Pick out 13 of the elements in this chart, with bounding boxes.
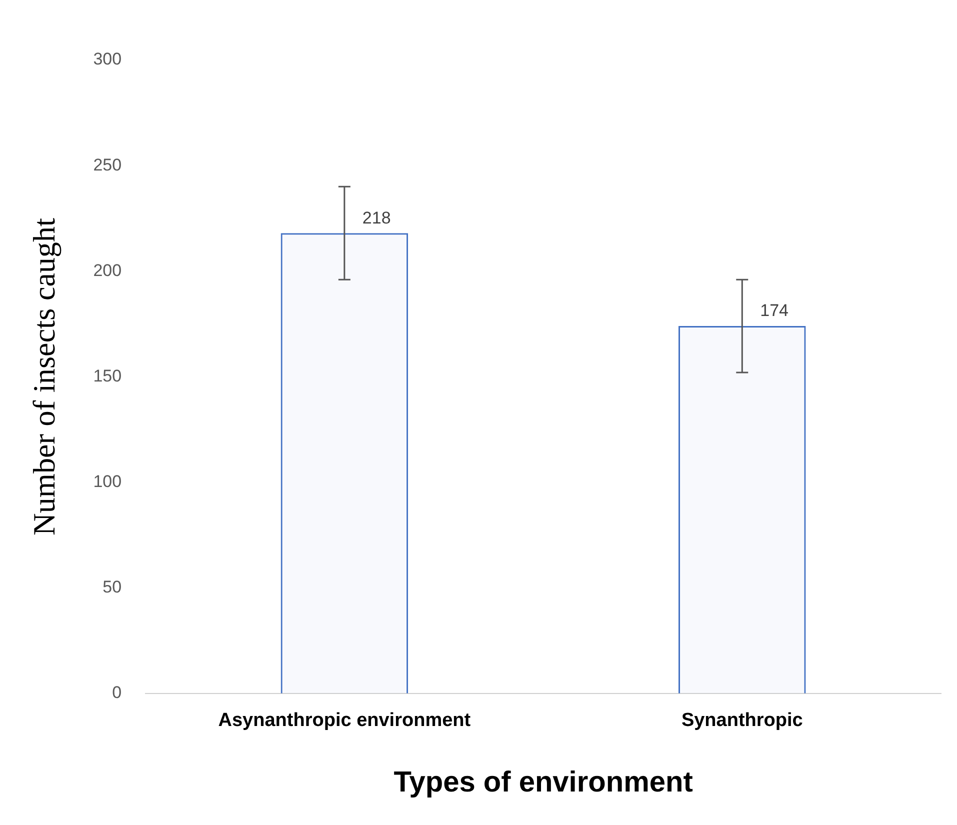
x-tick-label: Synanthropic	[681, 710, 804, 732]
data-label: 174	[760, 301, 789, 320]
y-tick-label: 150	[93, 366, 122, 386]
data-label: 218	[362, 208, 391, 228]
y-tick-label: 50	[102, 578, 122, 597]
x-axis-title: Types of environment	[394, 766, 694, 799]
y-tick-label: 0	[112, 683, 122, 702]
y-axis-title: Number of insects caught	[26, 217, 62, 536]
x-tick-label: Asynanthropic environment	[218, 710, 472, 732]
y-tick-label: 200	[93, 260, 122, 280]
y-tick-label: 250	[93, 155, 122, 174]
y-tick-label: 300	[93, 50, 122, 69]
y-tick-label: 100	[93, 472, 122, 491]
